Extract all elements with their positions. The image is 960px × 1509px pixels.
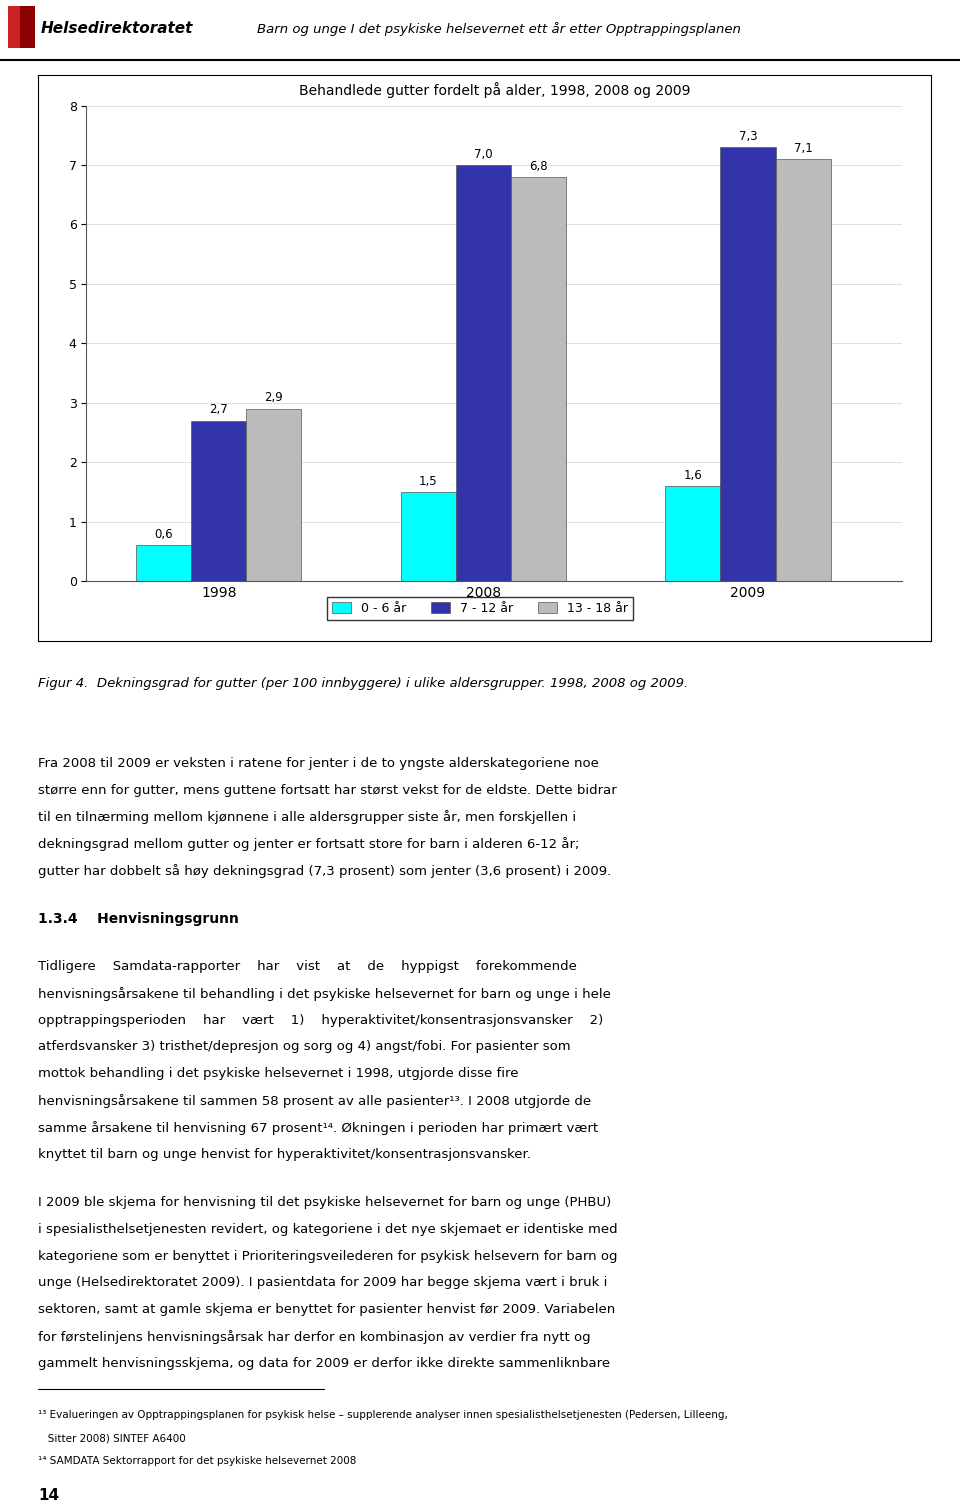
Bar	[400, 492, 456, 581]
Bar	[720, 148, 776, 581]
Text: unge (Helsedirektoratet 2009). I pasientdata for 2009 har begge skjema vært i br: unge (Helsedirektoratet 2009). I pasient…	[38, 1277, 608, 1289]
Text: ¹³ Evalueringen av Opptrappingsplanen for psykisk helse – supplerende analyser i: ¹³ Evalueringen av Opptrappingsplanen fo…	[38, 1411, 729, 1420]
Text: mottok behandling i det psykiske helsevernet i 1998, utgjorde disse fire: mottok behandling i det psykiske helseve…	[38, 1067, 519, 1080]
Text: 1,5: 1,5	[419, 475, 438, 487]
Bar	[665, 486, 720, 581]
Text: 7,0: 7,0	[474, 148, 492, 161]
Text: 7,3: 7,3	[738, 130, 757, 143]
Text: henvisningsårsakene til behandling i det psykiske helsevernet for barn og unge i: henvisningsårsakene til behandling i det…	[38, 987, 612, 1000]
Text: Helsedirektoratet: Helsedirektoratet	[40, 21, 193, 36]
Text: 0,6: 0,6	[155, 528, 173, 542]
Text: 1,6: 1,6	[684, 469, 703, 481]
Text: gammelt henvisningsskjema, og data for 2009 er derfor ikke direkte sammenliknbar: gammelt henvisningsskjema, og data for 2…	[38, 1357, 611, 1370]
Bar	[247, 409, 301, 581]
Text: større enn for gutter, mens guttene fortsatt har størst vekst for de eldste. Det: større enn for gutter, mens guttene fort…	[38, 783, 617, 797]
Text: 1.3.4    Henvisningsgrunn: 1.3.4 Henvisningsgrunn	[38, 913, 239, 927]
Text: for førstelinjens henvisningsårsak har derfor en kombinasjon av verdier fra nytt: for førstelinjens henvisningsårsak har d…	[38, 1329, 591, 1345]
Title: Behandlede gutter fordelt på alder, 1998, 2008 og 2009: Behandlede gutter fordelt på alder, 1998…	[299, 81, 690, 98]
Text: Barn og unge I det psykiske helsevernet ett år etter Opptrappingsplanen: Barn og unge I det psykiske helsevernet …	[257, 21, 741, 36]
Text: knyttet til barn og unge henvist for hyperaktivitet/konsentrasjonsvansker.: knyttet til barn og unge henvist for hyp…	[38, 1148, 531, 1160]
Bar	[136, 545, 191, 581]
Bar	[776, 158, 830, 581]
Legend: 0 - 6 år, 7 - 12 år, 13 - 18 år: 0 - 6 år, 7 - 12 år, 13 - 18 år	[327, 596, 633, 620]
Text: Fra 2008 til 2009 er veksten i ratene for jenter i de to yngste alderskategorien: Fra 2008 til 2009 er veksten i ratene fo…	[38, 758, 599, 770]
Text: 2,7: 2,7	[209, 403, 228, 416]
Text: 2,9: 2,9	[265, 391, 283, 404]
Bar	[8, 6, 20, 47]
Text: 6,8: 6,8	[529, 160, 548, 172]
Text: til en tilnærming mellom kjønnene i alle aldersgrupper siste år, men forskjellen: til en tilnærming mellom kjønnene i alle…	[38, 810, 577, 824]
Text: Sitter 2008) SINTEF A6400: Sitter 2008) SINTEF A6400	[38, 1434, 186, 1443]
Text: gutter har dobbelt så høy dekningsgrad (7,3 prosent) som jenter (3,6 prosent) i : gutter har dobbelt så høy dekningsgrad (…	[38, 865, 612, 878]
Bar	[511, 177, 566, 581]
Text: henvisningsårsakene til sammen 58 prosent av alle pasienter¹³. I 2008 utgjorde d: henvisningsårsakene til sammen 58 prosen…	[38, 1094, 591, 1108]
Text: ¹⁴ SAMDATA Sektorrapport for det psykiske helsevernet 2008: ¹⁴ SAMDATA Sektorrapport for det psykisk…	[38, 1456, 357, 1465]
Text: atferdsvansker 3) tristhet/depresjon og sorg og 4) angst/fobi. For pasienter som: atferdsvansker 3) tristhet/depresjon og …	[38, 1041, 571, 1053]
Text: i spesialisthelsetjenesten revidert, og kategoriene i det nye skjemaet er identi: i spesialisthelsetjenesten revidert, og …	[38, 1222, 618, 1236]
Text: kategoriene som er benyttet i Prioriteringsveilederen for psykisk helsevern for : kategoriene som er benyttet i Prioriteri…	[38, 1249, 618, 1263]
Text: 14: 14	[38, 1488, 60, 1503]
Bar	[191, 421, 247, 581]
Text: sektoren, samt at gamle skjema er benyttet for pasienter henvist før 2009. Varia: sektoren, samt at gamle skjema er benytt…	[38, 1304, 615, 1316]
Text: I 2009 ble skjema for henvisning til det psykiske helsevernet for barn og unge (: I 2009 ble skjema for henvisning til det…	[38, 1197, 612, 1209]
Text: opptrappingsperioden    har    vært    1)    hyperaktivitet/konsentrasjonsvanske: opptrappingsperioden har vært 1) hyperak…	[38, 1014, 604, 1026]
Text: Figur 4.  Dekningsgrad for gutter (per 100 innbyggere) i ulike aldersgrupper. 19: Figur 4. Dekningsgrad for gutter (per 10…	[38, 678, 688, 690]
Bar	[8, 6, 35, 47]
Text: 7,1: 7,1	[794, 142, 812, 155]
Text: dekningsgrad mellom gutter og jenter er fortsatt store for barn i alderen 6-12 å: dekningsgrad mellom gutter og jenter er …	[38, 837, 580, 851]
Text: samme årsakene til henvisning 67 prosent¹⁴. Økningen i perioden har primært vært: samme årsakene til henvisning 67 prosent…	[38, 1121, 598, 1135]
Bar	[456, 164, 511, 581]
Text: Tidligere    Samdata-rapporter    har    vist    at    de    hyppigst    forekom: Tidligere Samdata-rapporter har vist at …	[38, 960, 577, 973]
